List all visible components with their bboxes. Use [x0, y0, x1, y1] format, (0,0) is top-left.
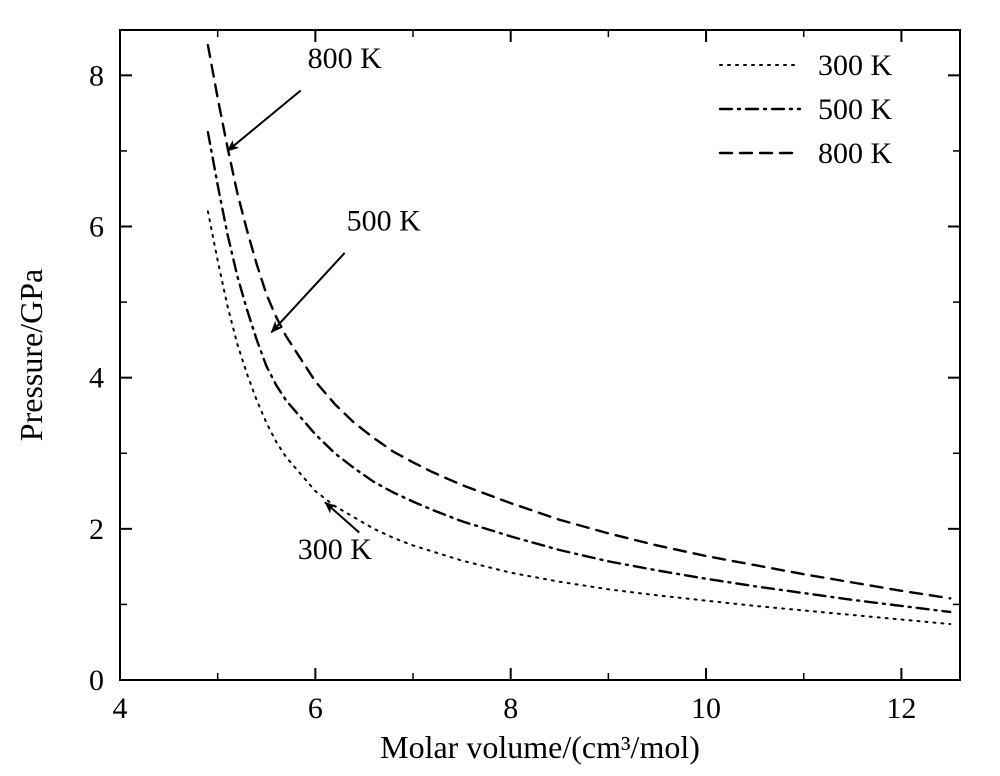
- y-axis-title: Pressure/GPa: [13, 269, 49, 441]
- x-tick-label: 6: [308, 692, 323, 725]
- x-tick-label: 12: [886, 692, 916, 725]
- annotation-label: 500 K: [347, 204, 422, 237]
- y-tick-label: 2: [89, 513, 104, 546]
- series-800-k: [208, 45, 950, 598]
- plot-frame: [120, 30, 960, 680]
- annotation-label: 800 K: [308, 42, 383, 75]
- x-tick-label: 4: [113, 692, 128, 725]
- chart-container: 4 6 8 10 12 0 2 4 6 8 Molar volume/(cm³/mol) Pressu…: [0, 0, 1000, 776]
- legend-label: 500 K: [818, 93, 893, 126]
- annotation-arrow: [271, 253, 344, 332]
- pv-isotherm-chart: 4 6 8 10 12 0 2 4 6 8 Molar volume/(cm³/mol) Pressu…: [0, 0, 1000, 776]
- x-tick-label: 10: [691, 692, 721, 725]
- y-tick-label: 0: [89, 664, 104, 697]
- x-tick-label: 8: [503, 692, 518, 725]
- x-axis-title: Molar volume/(cm³/mol): [380, 729, 700, 765]
- y-tick-label: 6: [89, 211, 104, 244]
- annotation-arrow: [227, 90, 300, 150]
- legend-label: 800 K: [818, 137, 893, 170]
- y-tick-label: 8: [89, 59, 104, 92]
- y-tick-label: 4: [89, 362, 104, 395]
- legend-label: 300 K: [818, 49, 893, 82]
- annotation-label: 300 K: [298, 533, 373, 566]
